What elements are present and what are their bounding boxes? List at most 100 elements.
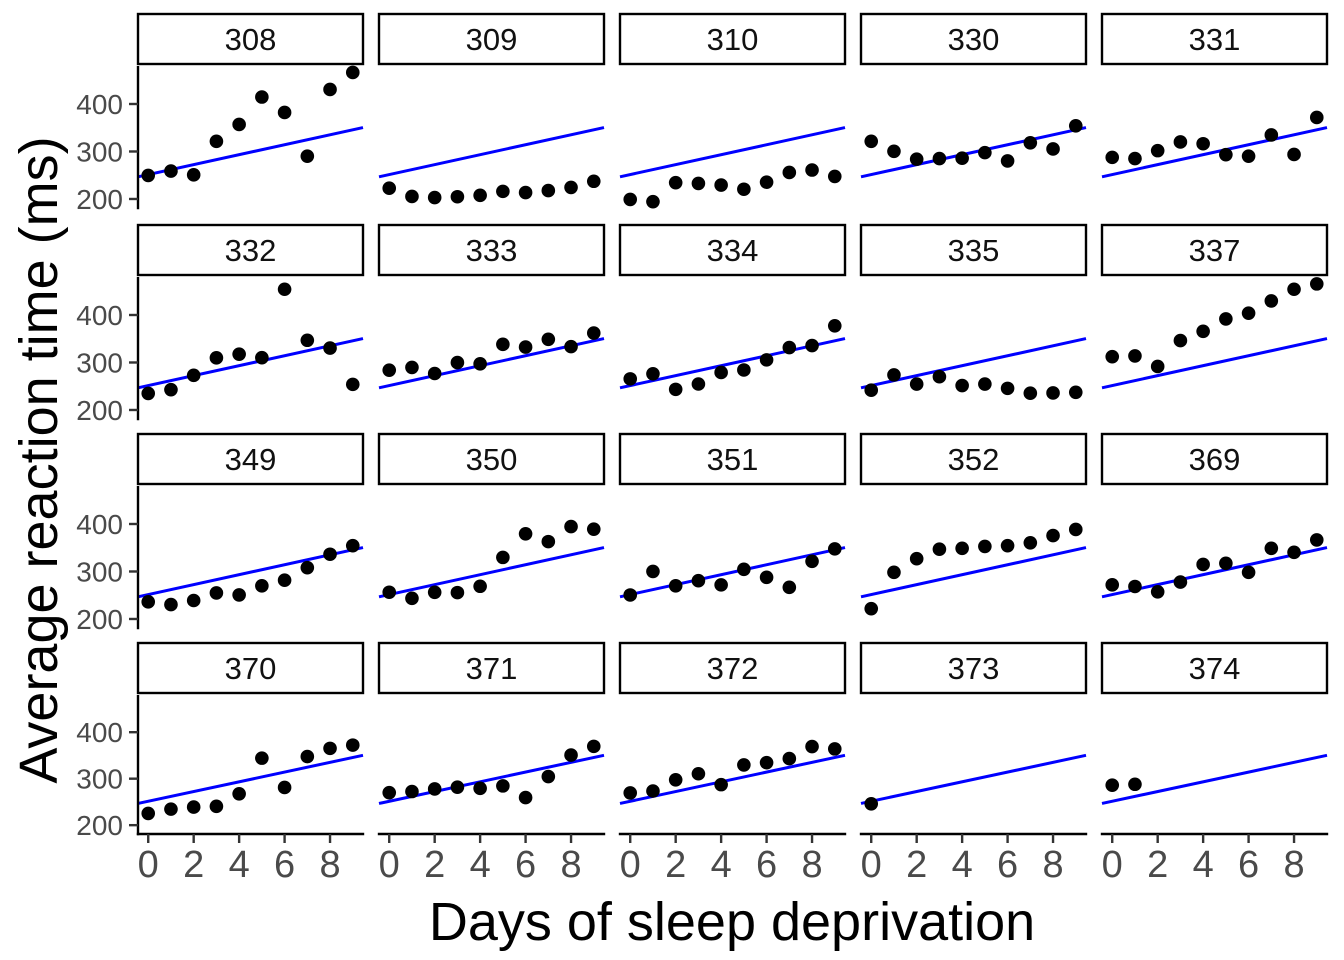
data-point [450,780,465,794]
data-point [759,353,774,367]
regression-line [378,546,605,599]
data-point [164,164,178,178]
data-point [827,742,842,756]
facet-374: 374 0 2 4 6 8 [1100,641,1329,886]
facet-350: 350 [377,432,606,606]
facet-strip [136,641,365,695]
data-point [623,372,638,386]
y-tick-label: 300 [76,347,123,378]
data-point [978,539,992,554]
regression-line [860,546,1087,599]
y-tick-label: 200 [76,810,123,841]
data-point [1068,119,1083,133]
data-point [691,176,706,191]
data-point [141,386,156,401]
data-point [1219,312,1233,326]
data-point [623,588,638,602]
data-point [541,769,556,784]
data-point [300,149,315,163]
strip-label: 369 [1189,442,1241,477]
data-point [1173,135,1188,149]
data-point [541,183,556,198]
data-point [1264,541,1279,556]
x-tick-label: 0 [1102,844,1123,886]
facet-352: 352 [859,432,1088,616]
data-point [909,152,924,166]
x-tick-label: 0 [620,844,641,886]
data-point [427,782,442,796]
data-point [209,134,224,149]
y-tick-label: 400 [76,717,123,748]
strip-label: 350 [466,442,518,477]
data-point [473,188,487,203]
facet-strip [859,432,1088,486]
facet-369: 369 [1100,432,1329,599]
data-point [827,318,842,333]
data-point [909,377,924,391]
data-point [864,134,879,149]
strip-label: 310 [707,22,759,57]
data-point [450,355,465,370]
data-point [714,178,728,192]
strip-label: 332 [225,233,277,268]
data-point [737,562,751,577]
data-point [646,784,660,798]
facet-351: 351 [618,432,847,602]
x-tick-label: 2 [1147,844,1168,886]
strip-label: 351 [707,442,759,477]
data-point [496,779,510,793]
data-point [978,145,992,160]
regression-line [1101,126,1328,179]
data-point [255,579,269,593]
x-tick-label: 6 [515,844,536,886]
data-point [232,786,246,801]
data-point [255,350,269,365]
data-point [782,165,797,180]
data-point [564,180,578,195]
data-point [186,593,201,608]
data-point [805,163,819,177]
data-point [782,751,797,766]
data-point [427,585,442,600]
facet-strip [618,641,847,695]
data-point [541,534,556,549]
x-tick-label: 2 [183,844,204,886]
data-point [1309,110,1324,125]
data-point [345,538,360,553]
data-point [564,339,578,354]
data-point [300,749,315,764]
data-point [473,357,487,371]
data-point [232,347,246,361]
data-point [646,366,660,381]
strip-label: 352 [948,442,1000,477]
strip-label: 337 [1189,233,1241,268]
data-point [518,340,533,354]
x-tick-label: 8 [319,844,340,886]
data-point [427,366,442,381]
data-point [805,338,819,353]
data-point [909,551,924,566]
regression-line [860,753,1087,805]
facet-strip [1100,223,1329,277]
data-point [496,550,510,565]
data-point [887,368,901,382]
data-point [932,542,947,557]
data-point [323,741,337,756]
x-tick-label: 0 [379,844,400,886]
facet-337: 337 [1100,223,1329,390]
data-point [345,738,360,752]
strip-label: 370 [225,651,277,686]
facet-strip [859,641,1088,695]
data-point [737,182,751,197]
x-tick-label: 6 [274,844,295,886]
data-point [1196,136,1210,151]
data-point [232,117,246,132]
data-point [864,601,879,616]
data-point [586,522,601,536]
data-point [782,340,797,355]
facet-strip [136,223,365,277]
regression-line [137,753,364,805]
facet-strip [1100,641,1329,695]
data-point [1046,142,1060,156]
